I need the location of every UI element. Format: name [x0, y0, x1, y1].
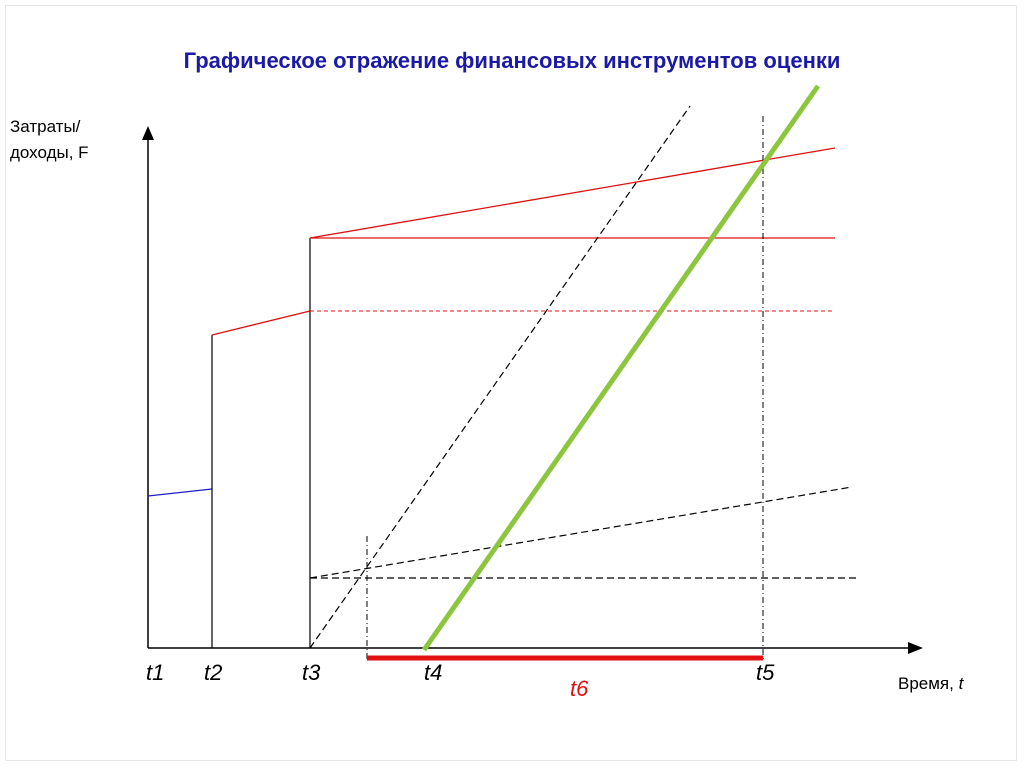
black-dashed-steep-line	[309, 105, 691, 649]
tick-t4: t4	[424, 660, 443, 685]
red-segment-t2-t3	[211, 310, 311, 336]
green-line	[421, 84, 821, 652]
red-rising-line	[309, 147, 836, 239]
tick-t3: t3	[302, 660, 321, 685]
y-axis-arrow	[142, 126, 154, 140]
black-dashed-rising-line	[309, 486, 853, 579]
tick-t1: t1	[146, 660, 165, 685]
slide-title: Графическое отражение финансовых инструм…	[183, 48, 841, 73]
interval-label-t6: t6	[570, 676, 589, 701]
y-axis-label: Затраты/ доходы, F	[10, 117, 89, 162]
x-axis-label-var: t	[958, 674, 964, 693]
slide-frame	[5, 5, 1017, 761]
tick-t2: t2	[204, 660, 223, 685]
blue-segment	[147, 488, 213, 497]
x-axis-label-text: Время,	[898, 674, 954, 693]
x-axis-label: Время, t	[898, 674, 963, 694]
x-axis-arrow	[908, 642, 923, 654]
tick-t5: t5	[756, 660, 775, 685]
